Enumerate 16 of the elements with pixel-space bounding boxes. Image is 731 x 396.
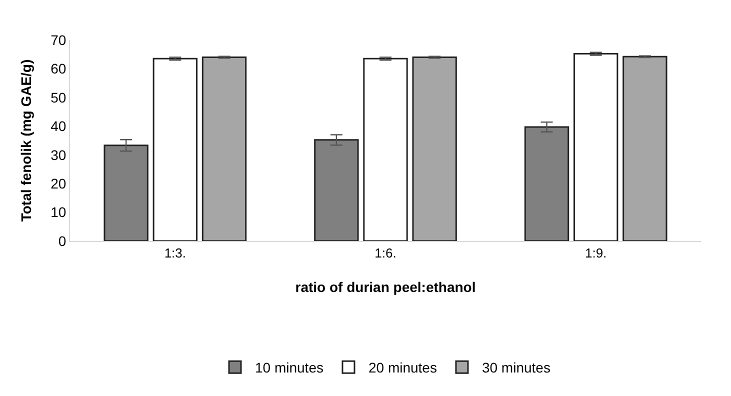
legend-label: 20 minutes [368, 360, 437, 376]
y-tick-label: 60 [50, 60, 66, 77]
x-axis-title: ratio of durian peel:ethanol [295, 278, 476, 295]
y-tick-label: 40 [50, 118, 66, 134]
x-tick-label: 1:6. [374, 246, 396, 261]
y-tick-label: 0 [58, 232, 66, 249]
y-tick-label: 10 [50, 204, 66, 220]
legend-label: 30 minutes [482, 360, 550, 376]
x-tick-label: 1:3. [164, 246, 186, 261]
y-axis-title: Total fenolik (mg GAE/g) [18, 59, 34, 222]
legend-label: 10 minutes [255, 360, 324, 376]
y-tick-label: 30 [50, 146, 66, 163]
x-tick-label: 1:9. [584, 246, 607, 261]
y-tick-label: 20 [50, 175, 66, 192]
y-tick-label: 70 [50, 32, 66, 48]
y-tick-label: 50 [50, 89, 66, 106]
